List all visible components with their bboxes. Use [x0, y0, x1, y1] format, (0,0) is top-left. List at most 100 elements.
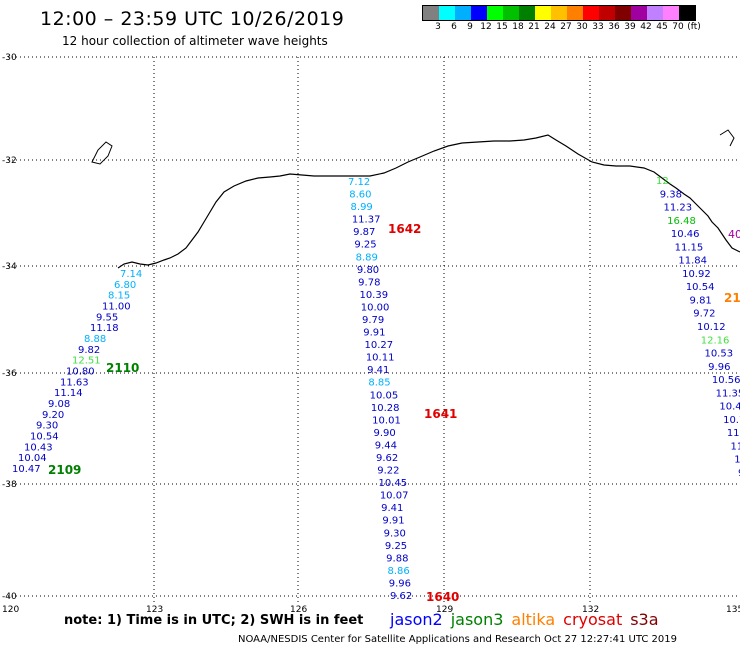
- lat-label: -30: [2, 53, 17, 63]
- wave-value: 11.: [731, 441, 740, 452]
- time-label: 1640: [426, 590, 459, 604]
- wave-value: 9.81: [690, 295, 712, 306]
- legend-label: 45: [656, 22, 668, 32]
- wave-value: 9.96: [708, 362, 730, 373]
- wave-value: 8.99: [351, 202, 373, 213]
- footer-note: note: 1) Time is in UTC; 2) SWH is in fe…: [64, 613, 364, 628]
- lon-label: 135: [726, 605, 740, 615]
- wave-value: 10.39: [359, 290, 388, 301]
- legend-swatch: [551, 6, 567, 20]
- time-label: 2109: [48, 463, 81, 477]
- wave-value: 10.12: [697, 322, 726, 333]
- legend-swatch: [615, 6, 631, 20]
- wave-value: 7.14: [120, 269, 142, 280]
- wave-value: 9.96: [389, 578, 411, 589]
- legend-label: 27: [560, 22, 572, 32]
- legend-label: 33: [592, 22, 604, 32]
- legend-swatch: [423, 6, 439, 20]
- wave-value: 10.28: [371, 403, 400, 414]
- legend-swatch: [535, 6, 551, 20]
- legend-swatch: [567, 6, 583, 20]
- legend-label: 42: [640, 22, 652, 32]
- legend-swatch: [599, 6, 615, 20]
- wave-value: 9.20: [42, 410, 64, 421]
- wave-value: 12.: [656, 176, 672, 187]
- lon-label: 123: [146, 605, 163, 615]
- wave-value: 10.92: [682, 269, 711, 280]
- legend-label: 24: [544, 22, 556, 32]
- wave-value: 10.05: [370, 390, 399, 401]
- wave-value: 9.22: [377, 466, 399, 477]
- wave-value: 16.48: [667, 216, 696, 227]
- map-title: 12:00 – 23:59 UTC 10/26/2019: [40, 8, 345, 30]
- wave-value: 9.82: [78, 345, 100, 356]
- wave-value: 10.80: [66, 367, 95, 378]
- wave-value: 10.46: [671, 229, 700, 240]
- lat-label: -40: [2, 592, 17, 602]
- wave-value: 10.04: [18, 453, 47, 464]
- legend-swatch: [519, 6, 535, 20]
- wave-value: 10.01: [372, 415, 401, 426]
- wave-value: 11.: [727, 428, 740, 439]
- legend-swatch: [503, 6, 519, 20]
- wave-value: 9.90: [373, 428, 395, 439]
- wave-value: 9.79: [362, 315, 384, 326]
- wave-value: 10.54: [30, 432, 59, 443]
- lon-label: 126: [290, 605, 307, 615]
- edge-value: 21: [724, 291, 740, 305]
- wave-value: 10.53: [704, 349, 733, 360]
- coastline: [117, 134, 740, 269]
- wave-value: 11.14: [54, 388, 83, 399]
- satellite-legend: jason2 jason3 altika cryosat s3a: [390, 610, 667, 629]
- legend-label: 9: [467, 22, 473, 32]
- legend-swatch: [471, 6, 487, 20]
- color-legend: [422, 5, 696, 21]
- track-labels: 7.146.808.1511.009.5511.188.889.8212.511…: [12, 176, 740, 604]
- wave-value: 9.41: [367, 365, 389, 376]
- wave-value: 8.85: [368, 378, 390, 389]
- legend-label: 70: [672, 22, 684, 32]
- legend-label: 30: [576, 22, 588, 32]
- legend-swatch: [455, 6, 471, 20]
- wave-value: 11.00: [102, 302, 131, 313]
- wave-value: 10.: [734, 455, 740, 466]
- legend-label: 12: [480, 22, 492, 32]
- wave-value: 8.15: [108, 291, 130, 302]
- lat-label: -34: [2, 262, 17, 272]
- wave-value: 9.55: [96, 312, 118, 323]
- legend-label: 18: [512, 22, 524, 32]
- time-label: 1642: [388, 222, 421, 236]
- legend-swatch: [631, 6, 647, 20]
- wave-value: 9.72: [693, 309, 715, 320]
- wave-value: 10.45: [379, 478, 408, 489]
- lon-label: 129: [436, 605, 453, 615]
- wave-value: 9.91: [382, 516, 404, 527]
- axis-labels: -30 -32 -34 -36 -38 -40 120 123 126 129 132 135: [2, 53, 740, 615]
- wave-value: 9.78: [358, 277, 380, 288]
- wave-value: 9.38: [660, 189, 682, 200]
- wave-value: 10.00: [361, 302, 390, 313]
- satellite-label: altika: [511, 610, 556, 629]
- satellite-label: cryosat: [563, 610, 623, 629]
- wave-value: 6.80: [114, 280, 136, 291]
- wave-value: 9.87: [353, 227, 375, 238]
- legend-swatch: [663, 6, 679, 20]
- lat-label: -32: [2, 156, 17, 166]
- wave-value: 10.47: [12, 464, 41, 475]
- wave-value: 8.88: [84, 334, 106, 345]
- legend-swatch: [439, 6, 455, 20]
- lon-label: 132: [582, 605, 599, 615]
- wave-value: 8.60: [349, 190, 371, 201]
- wave-value: 12.51: [72, 356, 101, 367]
- satellite-label: jason2: [390, 610, 443, 629]
- wave-value: 11.18: [90, 323, 119, 334]
- wave-value: 8.86: [387, 566, 409, 577]
- time-label: 2110: [106, 361, 139, 375]
- wave-value: 11.63: [60, 377, 89, 388]
- small-coast: [719, 129, 735, 147]
- lat-label: -36: [2, 369, 17, 379]
- wave-value: 11.15: [675, 242, 704, 253]
- wave-value: 11.35: [716, 388, 740, 399]
- wave-value: 9.41: [381, 503, 403, 514]
- wave-value: 8.89: [356, 252, 378, 263]
